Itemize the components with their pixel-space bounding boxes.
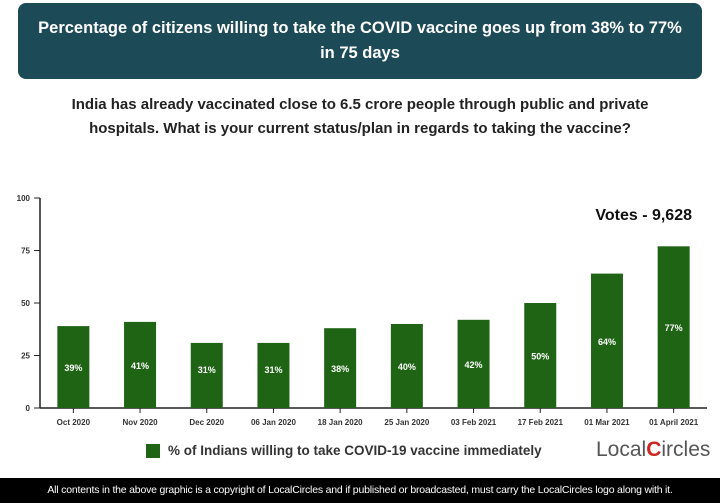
legend: % of Indians willing to take COVID-19 va… <box>146 443 542 458</box>
votes-count: Votes - 9,628 <box>595 207 692 224</box>
x-tick-label: Nov 2020 <box>122 418 158 427</box>
bar <box>524 303 557 408</box>
bar <box>657 246 690 408</box>
bar <box>590 273 623 408</box>
legend-swatch <box>146 443 160 458</box>
x-tick-label: 17 Feb 2021 <box>518 418 564 427</box>
data-label: 50% <box>531 352 549 362</box>
y-tick-label: 100 <box>17 194 31 203</box>
legend-label: % of Indians willing to take COVID-19 va… <box>168 443 542 458</box>
y-tick-label: 75 <box>21 247 30 256</box>
bar <box>324 328 357 408</box>
localcircles-logo: LocalCircles <box>596 438 711 461</box>
x-tick-label: Dec 2020 <box>189 418 224 427</box>
data-label: 40% <box>398 362 416 372</box>
data-label: 42% <box>465 360 483 370</box>
bar <box>257 342 290 408</box>
bar <box>457 319 490 408</box>
x-tick-label: 18 Jan 2020 <box>318 418 363 427</box>
bar <box>124 321 157 408</box>
chart-title: Percentage of citizens willing to take t… <box>18 3 702 79</box>
data-label: 64% <box>598 337 616 347</box>
x-tick-label: 01 Mar 2021 <box>584 418 630 427</box>
y-tick-label: 0 <box>26 404 31 413</box>
bar <box>57 326 90 408</box>
x-tick-label: 01 April 2021 <box>649 418 699 427</box>
bar <box>390 324 423 408</box>
y-tick-label: 25 <box>21 352 30 361</box>
data-label: 39% <box>64 363 82 373</box>
x-tick-label: 03 Feb 2021 <box>451 418 497 427</box>
x-tick-label: 25 Jan 2020 <box>384 418 429 427</box>
question-text: India has already vaccinated close to 6.… <box>71 96 649 137</box>
x-tick-label: Oct 2020 <box>57 418 91 427</box>
data-label: 31% <box>198 365 216 375</box>
x-tick-label: 06 Jan 2020 <box>251 418 296 427</box>
data-label: 31% <box>264 365 282 375</box>
bar-chart: 0 25 50 75 100 39% Oct 2020 41% Nov 2020 31% Dec 2… <box>17 194 707 427</box>
data-label: 77% <box>665 323 683 333</box>
bar <box>190 342 223 408</box>
copyright-footer: All contents in the above graphic is a c… <box>0 478 720 503</box>
data-label: 41% <box>131 361 149 371</box>
y-tick-label: 50 <box>21 299 30 308</box>
data-label: 38% <box>331 364 349 374</box>
